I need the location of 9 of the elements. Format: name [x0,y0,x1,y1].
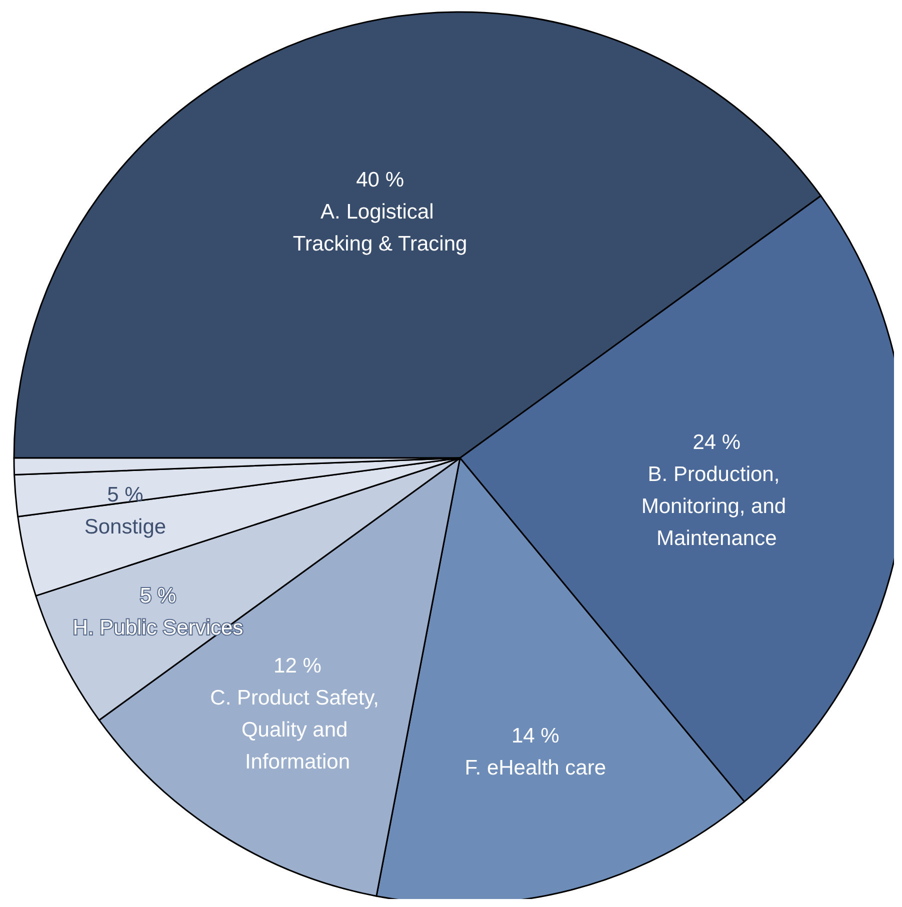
data-label: 5 % [140,584,176,608]
data-label: 40 % [356,168,404,192]
slice-label: A. Logistical Tracking & Tracing [292,200,468,256]
data-label: 12 % [274,654,322,678]
slice-label: B. Production, Monitoring, and Maintenance [641,462,792,550]
data-label: 14 % [511,724,560,748]
data-label: 24 % [692,430,741,454]
slice-label: F. eHealth care [464,756,606,780]
slice-label: C. Product Safety, Quality and Information [210,686,385,774]
